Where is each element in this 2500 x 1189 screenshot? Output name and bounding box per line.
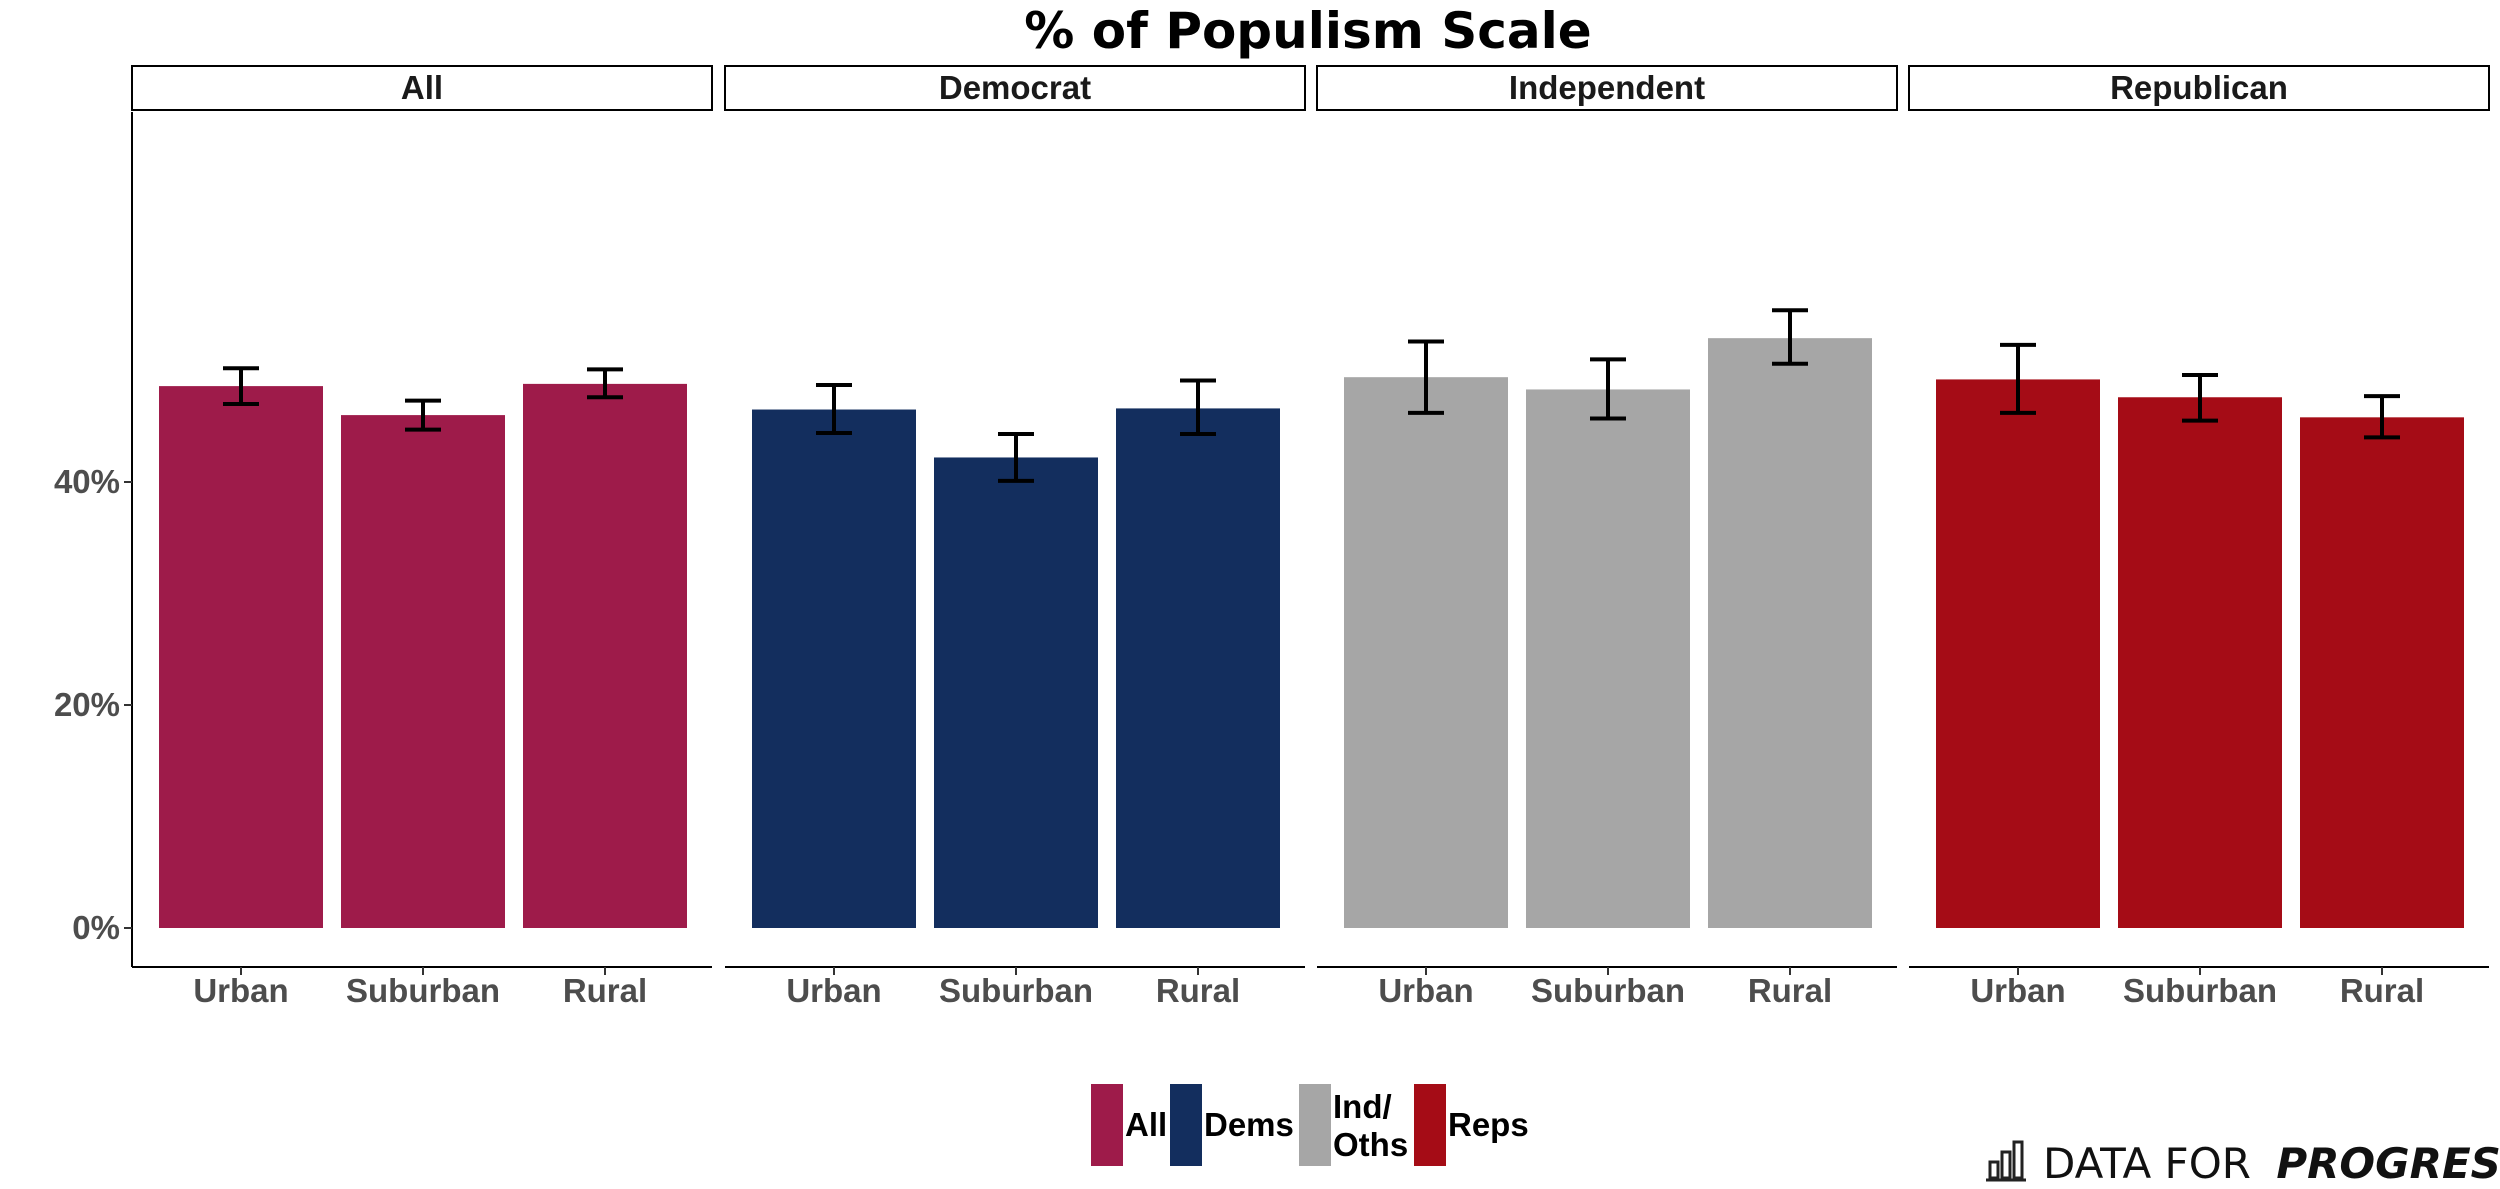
facet-strip-label: Republican — [2110, 69, 2288, 106]
x-tick-label: Rural — [1156, 972, 1240, 1009]
facet-strip — [1316, 65, 1898, 111]
error-bar — [1590, 357, 1626, 421]
x-tick-label: Suburban — [939, 972, 1093, 1009]
legend-swatch — [1091, 1084, 1123, 1166]
bar-suburban — [2118, 397, 2282, 928]
x-tick-label: Rural — [563, 972, 647, 1009]
y-tick-label: 20% — [54, 686, 120, 723]
error-bar — [816, 382, 852, 435]
legend-item: All — [1091, 1084, 1167, 1166]
bar-rural — [1708, 338, 1872, 928]
error-bar — [1772, 308, 1808, 366]
legend-swatch — [1299, 1084, 1331, 1166]
facet-strip — [1908, 65, 2490, 111]
bar-suburban — [341, 415, 505, 929]
facet-strip-label: All — [401, 69, 443, 106]
error-bar — [405, 398, 441, 432]
error-bar — [1408, 339, 1444, 415]
bar-urban — [159, 386, 323, 928]
error-bar — [1180, 378, 1216, 437]
y-tick-label: 40% — [54, 463, 120, 500]
legend-item: Reps — [1414, 1084, 1529, 1166]
bar-rural — [2300, 417, 2464, 928]
bar-chart-icon — [1986, 1140, 2026, 1182]
error-bar — [2364, 394, 2400, 440]
bar-urban — [1936, 379, 2100, 928]
x-tick-label: Urban — [193, 972, 288, 1009]
facet-panels: All Urban Suburban Rural Democrat Urban Suburb… — [131, 65, 2490, 1009]
legend-swatch — [1414, 1084, 1446, 1166]
facet-strip-label: Independent — [1509, 69, 1705, 106]
legend-item: Dems — [1170, 1084, 1294, 1166]
legend-label: All — [1125, 1106, 1167, 1143]
bar-rural — [523, 383, 687, 928]
error-bar — [998, 432, 1034, 483]
bar-suburban — [1526, 389, 1690, 929]
brand-emphasis: PROGRESS — [2276, 1139, 2500, 1188]
bar-urban — [752, 409, 916, 928]
svg-text:DATA FOR PROGRESS: DATA FOR PROGRESS — [2043, 1139, 2500, 1188]
brand-prefix: DATA FOR — [2043, 1139, 2251, 1188]
x-tick-label: Rural — [2340, 972, 2424, 1009]
x-tick-label: Urban — [1970, 972, 2065, 1009]
brand-logo: DATA FOR PROGRESS — [1986, 1139, 2500, 1188]
x-tick-label: Suburban — [1531, 972, 1685, 1009]
facet-strip — [131, 65, 713, 111]
x-tick-label: Rural — [1748, 972, 1832, 1009]
x-tick-label: Suburban — [2123, 972, 2277, 1009]
y-axis: 0% 20% 40% — [54, 112, 133, 967]
bar-suburban — [934, 457, 1098, 928]
legend-swatch — [1170, 1084, 1202, 1166]
error-bar — [2182, 372, 2218, 423]
legend-label: Ind/Oths — [1333, 1088, 1408, 1163]
facet-panel-all: All Urban Suburban Rural — [131, 65, 713, 1009]
error-bar — [223, 366, 259, 406]
legend-item: Ind/Oths — [1299, 1084, 1408, 1166]
facet-panel-democrat: Democrat Urban Suburban Rural — [724, 65, 1306, 1009]
legend-label: Reps — [1448, 1106, 1529, 1143]
legend-label: Dems — [1204, 1106, 1294, 1143]
x-tick-label: Suburban — [346, 972, 500, 1009]
facet-panel-republican: Republican Urban Suburban Rural — [1908, 65, 2490, 1009]
error-bar — [2000, 342, 2036, 415]
error-bar — [587, 367, 623, 400]
legend: All Dems Ind/Oths Reps — [1091, 1084, 1529, 1166]
bar-rural — [1116, 408, 1280, 928]
bar-urban — [1344, 377, 1508, 928]
facet-panel-independent: Independent Urban Suburban Rural — [1316, 65, 1898, 1009]
facet-strip — [724, 65, 1306, 111]
facet-strip-label: Democrat — [939, 69, 1091, 106]
x-tick-label: Urban — [786, 972, 881, 1009]
chart-title: % of Populism Scale — [1024, 2, 1591, 60]
y-tick-label: 0% — [72, 909, 120, 946]
x-tick-label: Urban — [1378, 972, 1473, 1009]
